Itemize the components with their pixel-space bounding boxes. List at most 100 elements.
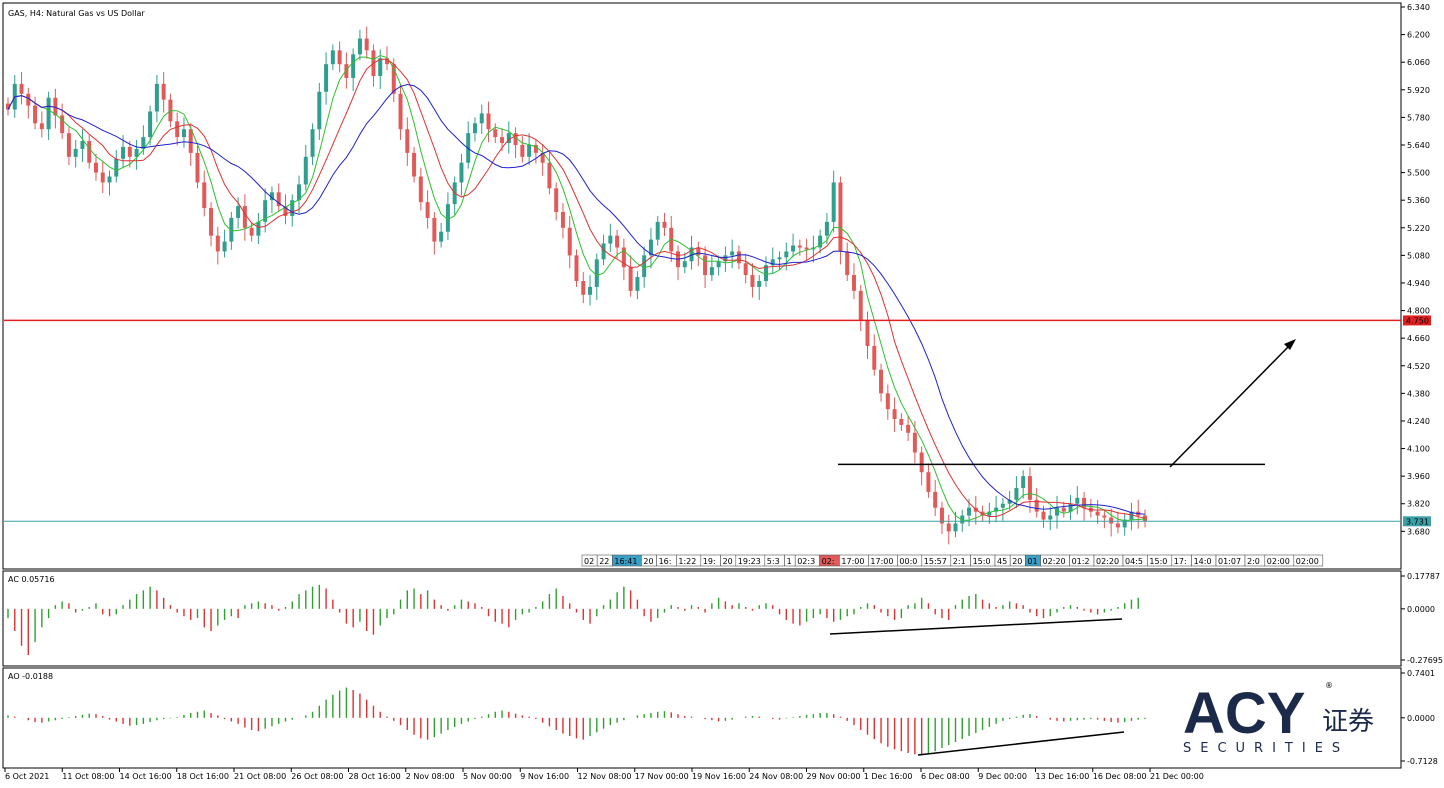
- candle-body: [466, 133, 471, 163]
- candle-body: [73, 148, 78, 157]
- candle-body: [716, 261, 721, 268]
- candle-body: [242, 206, 247, 228]
- x-tick-label: 9 Dec 00:00: [978, 772, 1027, 781]
- time-stamp-label: 02:00: [1296, 557, 1319, 566]
- candle-body: [202, 182, 207, 209]
- candle-body: [967, 507, 972, 516]
- candle-body: [493, 129, 498, 138]
- y-tick-label: 3.960: [1407, 472, 1430, 481]
- candle-body: [642, 255, 647, 278]
- ac-title: AC 0.05716: [8, 575, 55, 584]
- time-stamp-label: 02:20: [1043, 557, 1066, 566]
- time-stamp-label: 22: [599, 557, 609, 566]
- candle-body: [418, 176, 423, 203]
- candle-body: [1000, 503, 1005, 508]
- candle-body: [100, 172, 105, 183]
- x-tick-label: 13 Dec 16:00: [1036, 772, 1090, 781]
- y-tick-label: 3.680: [1407, 527, 1430, 536]
- candle-body: [256, 221, 261, 236]
- candle-body: [784, 251, 789, 258]
- candle-body: [750, 275, 755, 287]
- candle-body: [432, 217, 437, 242]
- candle-body: [19, 83, 24, 94]
- time-stamp-label: 16:41: [614, 557, 637, 566]
- logo-text: ACY: [1183, 681, 1305, 746]
- time-stamp-label: 19:: [703, 557, 716, 566]
- candle-body: [161, 83, 166, 100]
- x-tick-label: 24 Nov 08:00: [749, 772, 803, 781]
- candle-body: [939, 507, 944, 524]
- candle-body: [60, 115, 65, 134]
- logo-sub: SECURITIES: [1183, 741, 1349, 756]
- candle-body: [364, 38, 369, 51]
- candle-body: [195, 152, 200, 183]
- ao-divergence-line: [917, 731, 1125, 756]
- candle-body: [757, 281, 762, 287]
- candle-body: [1034, 499, 1039, 512]
- candle-body: [337, 50, 342, 65]
- candle-body: [351, 54, 356, 78]
- time-stamp-label: 02: [584, 557, 594, 566]
- indicator-tick-label: 0.0000: [1407, 605, 1435, 614]
- candle-body: [229, 217, 234, 242]
- candle-body: [588, 286, 593, 295]
- candle-body: [621, 247, 626, 268]
- candle-body: [1122, 519, 1127, 528]
- price-level-tag: [1403, 315, 1431, 326]
- candle-body: [1075, 497, 1080, 504]
- y-tick-label: 5.080: [1407, 251, 1430, 260]
- candle-body: [1021, 476, 1026, 488]
- x-tick-label: 18 Oct 16:00: [177, 772, 229, 781]
- x-tick-label: 16 Dec 08:00: [1093, 772, 1147, 781]
- candle-body: [933, 491, 938, 508]
- time-stamp-label: 04:5: [1125, 557, 1143, 566]
- candle-body: [276, 192, 281, 207]
- candle-body: [236, 206, 241, 218]
- candle-body: [851, 275, 856, 291]
- current-price-label: 3.731: [1406, 517, 1429, 526]
- y-tick-label: 4.800: [1407, 307, 1430, 316]
- candle-body: [66, 133, 71, 157]
- x-tick-label: 6 Oct 2021: [5, 772, 49, 781]
- candle-body: [1041, 511, 1046, 520]
- time-stamp-label: 19:23: [738, 557, 761, 566]
- candle-body: [1109, 517, 1114, 524]
- time-stamp-label: 17:00: [841, 557, 864, 566]
- candle-body: [290, 200, 295, 216]
- candle-body: [527, 144, 532, 157]
- acy-logo: ACY 证券 ® SECURITIES: [1183, 681, 1374, 756]
- candle-body: [188, 129, 193, 153]
- candle-body: [1061, 507, 1066, 512]
- candle-body: [838, 182, 843, 252]
- candle-body: [249, 227, 254, 236]
- x-tick-label: 28 Oct 16:00: [349, 772, 401, 781]
- candle-body: [148, 111, 153, 138]
- time-stamp-label: 17:: [1174, 557, 1187, 566]
- candle-body: [581, 281, 586, 295]
- candle-body: [412, 152, 417, 177]
- candle-body: [486, 113, 491, 130]
- candle-body: [872, 346, 877, 370]
- x-tick-label: 9 Nov 16:00: [520, 772, 569, 781]
- y-tick-label: 4.240: [1407, 417, 1430, 426]
- time-stamp-label: 1: [787, 557, 792, 566]
- candle-body: [994, 507, 999, 512]
- candle-body: [1048, 515, 1053, 520]
- candle-body: [26, 93, 31, 106]
- logo-cn: 证券: [1322, 707, 1374, 737]
- candle-body: [770, 259, 775, 266]
- candle-body: [615, 235, 620, 248]
- current-price-tag: [1403, 516, 1431, 527]
- x-tick-label: 14 Oct 16:00: [120, 772, 172, 781]
- time-stamp-label: 02:3: [797, 557, 815, 566]
- x-tick-label: 19 Nov 16:00: [692, 772, 746, 781]
- candle-body: [324, 64, 329, 92]
- candle-body: [134, 148, 139, 157]
- candle-body: [899, 418, 904, 425]
- candle-body: [39, 123, 44, 130]
- candle-body: [215, 235, 220, 252]
- candles-layer: [6, 26, 1147, 545]
- indicator-tick-label: -0.7128: [1407, 757, 1438, 766]
- indicator-tick-label: 0.17787: [1407, 572, 1440, 581]
- x-tick-label: 2 Nov 08:00: [406, 772, 455, 781]
